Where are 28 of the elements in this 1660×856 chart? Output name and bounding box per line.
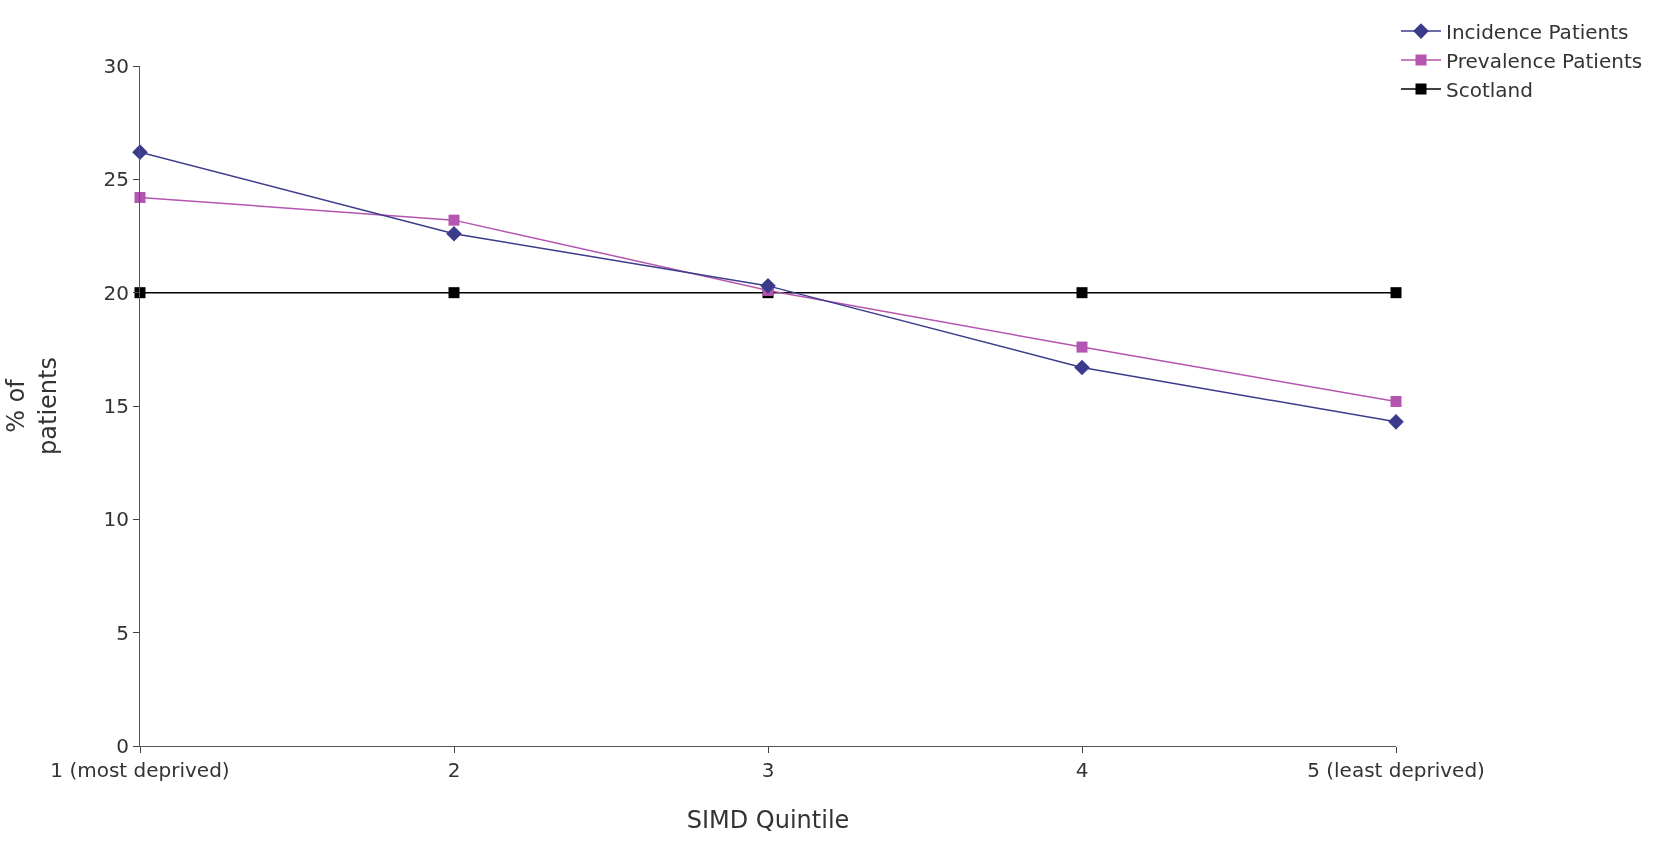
- y-tick-label: 25: [103, 167, 129, 192]
- point: [134, 191, 146, 203]
- point: [446, 225, 462, 242]
- point: [1076, 341, 1088, 353]
- x-tick-label: 2: [447, 758, 461, 782]
- x-tick-label: 5 (least deprived): [1307, 758, 1485, 782]
- y-tick-label: 15: [103, 394, 129, 418]
- point: [1390, 395, 1402, 407]
- point: [1074, 359, 1090, 376]
- legend-label: Incidence Patients: [1446, 19, 1629, 44]
- x-tick-label: 4: [1075, 758, 1089, 782]
- point: [760, 278, 776, 294]
- y-tick-label: 20: [103, 280, 129, 305]
- point: [1076, 287, 1088, 299]
- x-tick-label: 3: [761, 758, 775, 782]
- y-axis-title: % of patients: [2, 357, 62, 455]
- y-tick-label: 30: [103, 54, 129, 78]
- y-tick-label: 10: [103, 507, 129, 532]
- point: [448, 214, 460, 226]
- point: [1388, 414, 1404, 430]
- legend-label: Prevalence Patients: [1446, 48, 1643, 73]
- x-axis-title: SIMD Quintile: [686, 806, 850, 835]
- legend-label: Scotland: [1446, 77, 1533, 102]
- point: [1390, 287, 1402, 299]
- y-tick-label: 5: [116, 620, 129, 645]
- point: [448, 287, 460, 299]
- y-tick-label: 0: [116, 734, 129, 758]
- x-tick-label: 1 (most deprived): [50, 758, 230, 782]
